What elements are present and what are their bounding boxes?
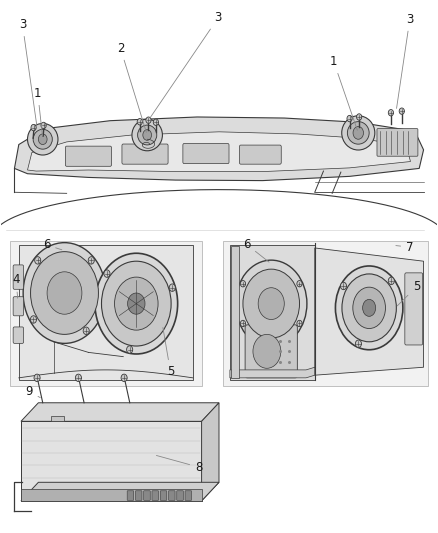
Circle shape: [389, 110, 393, 116]
FancyBboxPatch shape: [183, 143, 229, 164]
FancyBboxPatch shape: [405, 273, 423, 345]
Polygon shape: [315, 248, 424, 375]
FancyBboxPatch shape: [13, 327, 24, 343]
Circle shape: [143, 130, 152, 140]
Ellipse shape: [342, 274, 396, 342]
Text: 1: 1: [330, 55, 357, 130]
FancyBboxPatch shape: [144, 491, 150, 500]
Circle shape: [153, 119, 159, 125]
FancyBboxPatch shape: [169, 491, 175, 500]
Text: 8: 8: [156, 456, 202, 474]
Polygon shape: [223, 241, 428, 386]
Circle shape: [355, 340, 361, 348]
FancyBboxPatch shape: [13, 265, 24, 289]
Circle shape: [75, 374, 81, 382]
Text: 3: 3: [396, 13, 413, 108]
Text: 3: 3: [150, 11, 222, 118]
Circle shape: [240, 280, 246, 287]
Circle shape: [347, 115, 352, 122]
Ellipse shape: [132, 119, 162, 151]
Circle shape: [169, 284, 175, 292]
FancyBboxPatch shape: [122, 144, 168, 164]
Circle shape: [240, 320, 246, 327]
FancyBboxPatch shape: [240, 145, 281, 164]
Polygon shape: [201, 403, 219, 501]
Circle shape: [127, 293, 145, 314]
Circle shape: [31, 124, 36, 131]
Circle shape: [399, 108, 404, 114]
Text: 7: 7: [396, 240, 413, 254]
FancyBboxPatch shape: [135, 491, 142, 500]
Circle shape: [353, 126, 364, 139]
FancyBboxPatch shape: [245, 325, 297, 378]
Polygon shape: [230, 367, 315, 378]
FancyBboxPatch shape: [377, 128, 418, 156]
Ellipse shape: [336, 266, 403, 350]
Text: 5: 5: [163, 328, 174, 378]
Ellipse shape: [28, 124, 58, 155]
Polygon shape: [231, 246, 239, 378]
Ellipse shape: [347, 122, 369, 144]
Polygon shape: [21, 403, 219, 421]
Circle shape: [137, 118, 142, 125]
Ellipse shape: [363, 300, 376, 317]
FancyBboxPatch shape: [152, 491, 159, 500]
FancyBboxPatch shape: [13, 297, 24, 316]
Circle shape: [30, 316, 36, 323]
Circle shape: [388, 277, 394, 285]
Circle shape: [297, 320, 302, 327]
Circle shape: [297, 280, 302, 287]
Circle shape: [115, 277, 158, 330]
Circle shape: [121, 374, 127, 382]
FancyBboxPatch shape: [65, 146, 112, 166]
Text: 9: 9: [25, 385, 40, 398]
Circle shape: [83, 327, 89, 335]
Circle shape: [243, 269, 300, 338]
Circle shape: [39, 134, 47, 144]
Circle shape: [104, 270, 110, 277]
Polygon shape: [51, 416, 64, 421]
Circle shape: [35, 257, 41, 264]
Text: 4: 4: [12, 273, 20, 298]
Circle shape: [102, 261, 171, 346]
Circle shape: [258, 288, 284, 319]
Text: 5: 5: [397, 280, 420, 306]
Ellipse shape: [33, 130, 52, 149]
Circle shape: [23, 243, 106, 343]
Text: 3: 3: [19, 18, 37, 125]
Circle shape: [340, 282, 346, 289]
FancyBboxPatch shape: [160, 491, 167, 500]
Circle shape: [41, 122, 46, 128]
Polygon shape: [14, 117, 424, 181]
Circle shape: [357, 114, 362, 120]
Circle shape: [236, 260, 307, 347]
FancyBboxPatch shape: [127, 491, 134, 500]
Polygon shape: [21, 482, 219, 501]
Circle shape: [47, 272, 82, 314]
Ellipse shape: [138, 125, 157, 145]
Ellipse shape: [353, 287, 385, 328]
Circle shape: [88, 257, 94, 264]
Circle shape: [34, 374, 40, 382]
FancyBboxPatch shape: [185, 491, 191, 500]
Polygon shape: [19, 245, 193, 381]
Text: 6: 6: [243, 238, 269, 262]
Ellipse shape: [342, 116, 375, 150]
Text: 6: 6: [43, 238, 62, 252]
Text: 1: 1: [34, 87, 42, 135]
Circle shape: [31, 252, 99, 334]
Circle shape: [95, 253, 178, 354]
Circle shape: [253, 334, 281, 368]
Polygon shape: [28, 132, 410, 172]
FancyBboxPatch shape: [177, 491, 184, 500]
Circle shape: [127, 346, 133, 353]
Polygon shape: [21, 421, 201, 501]
Polygon shape: [230, 245, 315, 381]
Polygon shape: [21, 489, 201, 501]
Polygon shape: [10, 241, 201, 386]
Circle shape: [146, 117, 151, 123]
Text: 2: 2: [117, 42, 146, 132]
